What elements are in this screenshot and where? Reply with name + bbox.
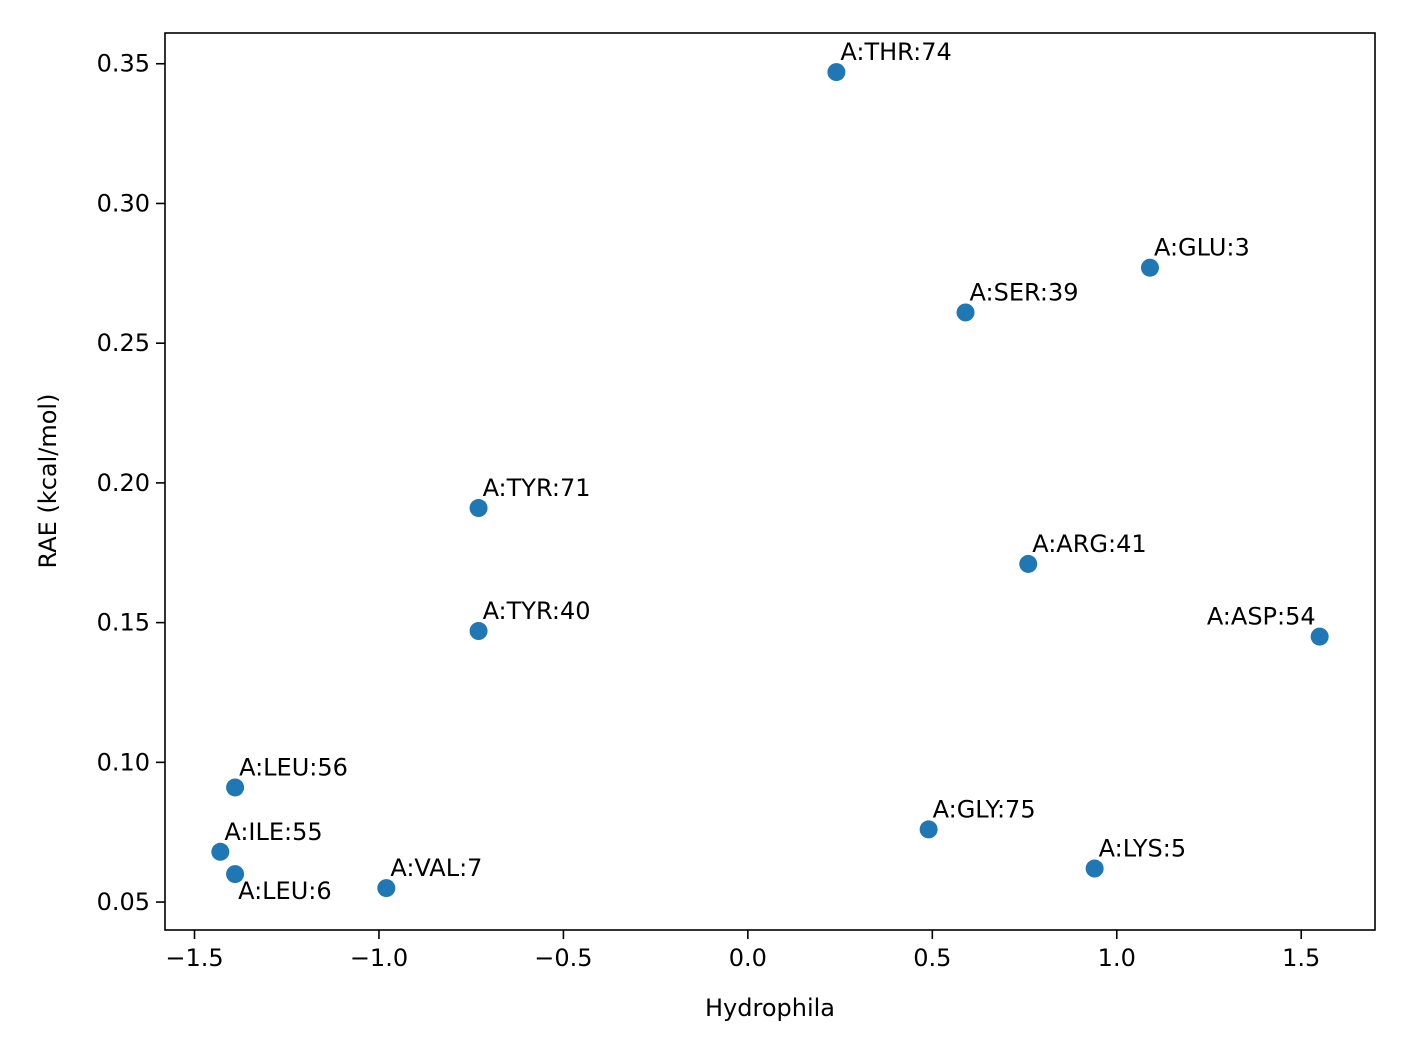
x-tick-label: −1.5 [165, 944, 223, 972]
y-tick-label: 0.30 [97, 189, 150, 217]
y-tick-label: 0.25 [97, 329, 150, 357]
data-point [1019, 554, 1038, 573]
data-point-label: A:THR:74 [840, 38, 951, 66]
data-point [226, 865, 245, 884]
data-point [1085, 859, 1104, 878]
x-tick-label: 0.0 [729, 944, 767, 972]
y-tick-label: 0.20 [97, 469, 150, 497]
data-point-label: A:LYS:5 [1099, 835, 1187, 863]
data-point [1140, 258, 1159, 277]
x-tick-label: −0.5 [534, 944, 592, 972]
data-point-label: A:TYR:40 [483, 597, 591, 625]
y-axis-ticks: 0.05 0.10 0.15 0.20 0.25 0.30 0.35 [97, 50, 165, 916]
data-point [226, 778, 245, 797]
plot-area [165, 33, 1375, 930]
data-point [377, 879, 396, 898]
data-point [956, 303, 975, 322]
data-point [211, 842, 230, 861]
x-tick-label: −1.0 [350, 944, 408, 972]
data-point-label: A:ASP:54 [1207, 603, 1316, 631]
data-point-label: A:TYR:71 [483, 474, 591, 502]
y-tick-label: 0.15 [97, 609, 150, 637]
point-labels: A:THR:74 A:GLU:3 A:SER:39 A:TYR:71 A:ARG:41 A… [224, 38, 1315, 905]
data-point [469, 499, 488, 518]
data-point-label: A:SER:39 [970, 278, 1079, 306]
data-point-label: A:GLY:75 [933, 795, 1036, 823]
data-point-label: A:GLU:3 [1154, 234, 1250, 262]
data-point-label: A:ARG:41 [1032, 530, 1146, 558]
x-axis-ticks: −1.5 −1.0 −0.5 0.0 0.5 1.0 1.5 [165, 930, 1320, 972]
data-point-label: A:LEU:56 [239, 753, 348, 781]
data-point [469, 622, 488, 640]
data-point [1310, 627, 1329, 646]
y-axis-title: RAE (kcal/mol) [34, 394, 62, 569]
data-point-label: A:ILE:55 [224, 818, 322, 846]
x-tick-label: 0.5 [913, 944, 951, 972]
data-point-label: A:VAL:7 [390, 854, 482, 882]
plot-frame [164, 32, 1376, 931]
data-point [827, 63, 846, 82]
data-point [919, 820, 938, 839]
y-tick-label: 0.10 [97, 748, 150, 776]
x-axis-title: Hydrophila [705, 994, 835, 1022]
x-tick-label: 1.0 [1098, 944, 1136, 972]
y-tick-label: 0.05 [97, 888, 150, 916]
data-points [211, 63, 1329, 898]
data-point-label: A:LEU:6 [238, 877, 332, 905]
y-tick-label: 0.35 [97, 50, 150, 78]
x-tick-label: 1.5 [1282, 944, 1320, 972]
